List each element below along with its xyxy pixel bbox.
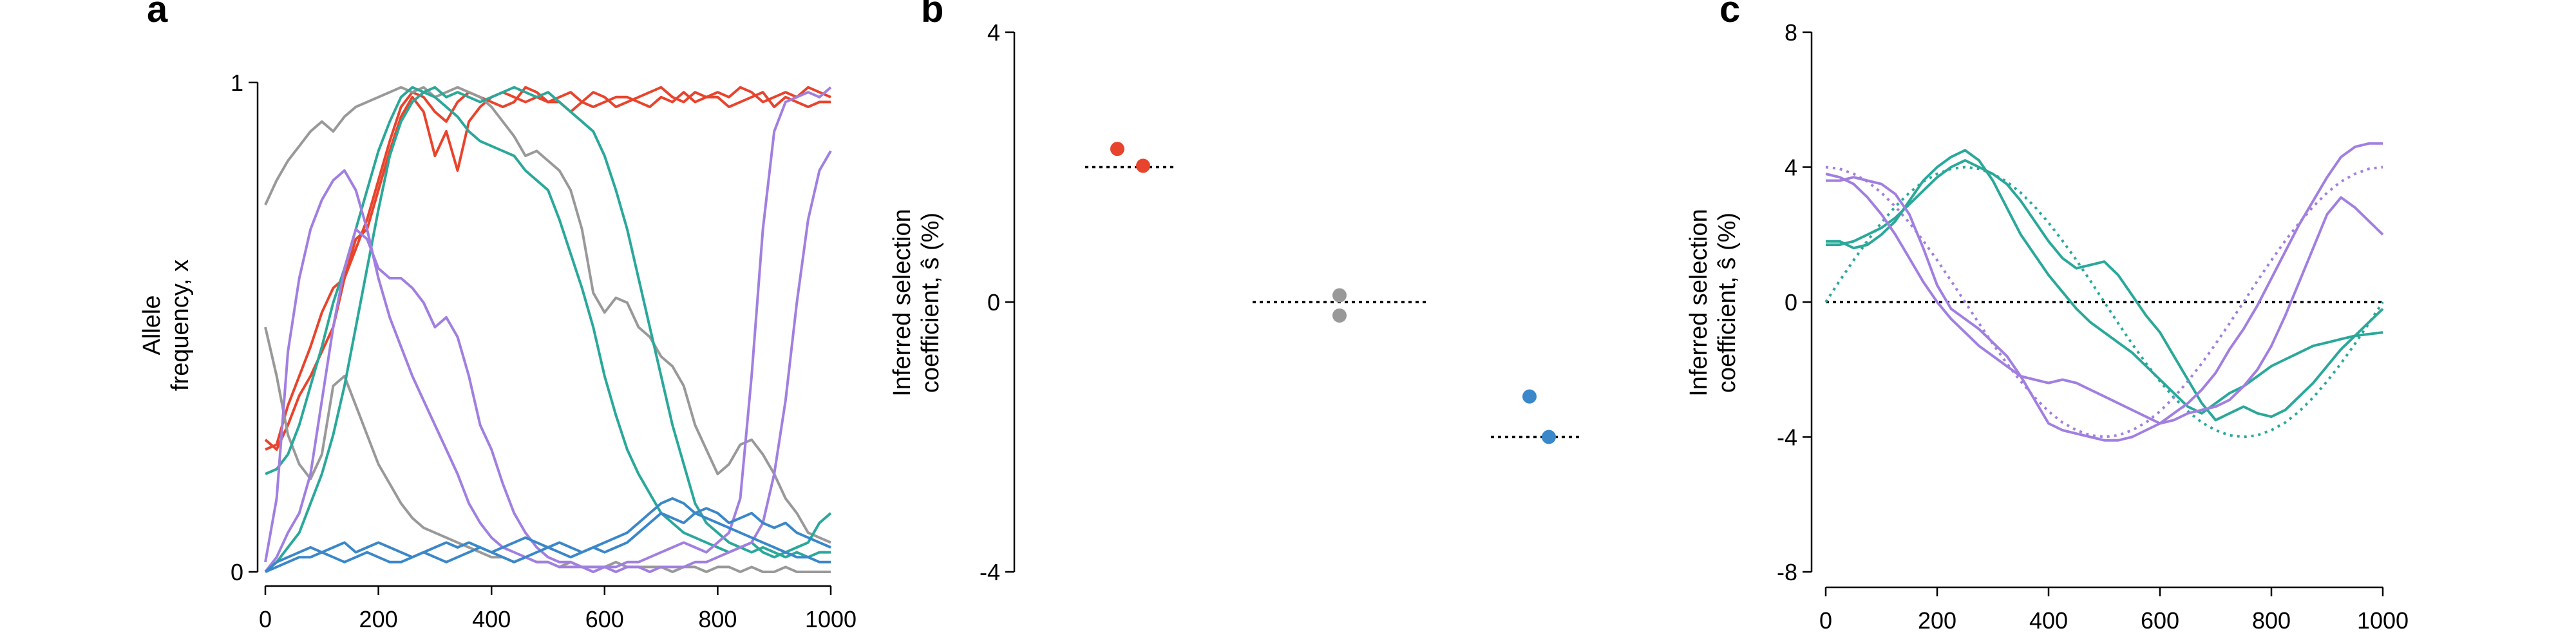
panel-a-ylabel-line1: Allele	[138, 296, 166, 355]
panel-b-letter: b	[921, 0, 943, 30]
panel-c-y-tick-label: 0	[1785, 289, 1797, 316]
panel-c-inferred-curve	[1826, 149, 2383, 415]
panel-c-ylabel-line2: coefficient, ŝ (%)	[1714, 213, 1741, 393]
panel-a-series-line	[264, 86, 832, 573]
panel-c-x-tick-label: 400	[2029, 607, 2068, 634]
panel-c-x-tick-label: 600	[2141, 607, 2179, 634]
panel-a-x-tick-label: 400	[472, 606, 511, 632]
panel-c-y-tick-label: 4	[1785, 155, 1797, 181]
panel-c-inferred-curve	[1825, 173, 2384, 425]
panel-b-axes: -4 0 4	[980, 19, 1016, 585]
panel-b-point	[1332, 288, 1347, 303]
panel-b-point	[1522, 389, 1537, 404]
panel-b-ylabel-line1: Inferred selection	[889, 209, 916, 397]
panel-a-x-tick-label: 1000	[805, 606, 857, 632]
panel-c-axes: -8 -4 0 4 8 0 200 400 600 800 1000	[1777, 19, 2409, 634]
panel-c-ylabel-line1: Inferred selection	[1685, 209, 1712, 397]
panel-a-series-line	[265, 86, 831, 451]
panel-b-point	[1110, 142, 1124, 156]
panel-a-y-tick-label: 1	[231, 70, 243, 96]
panel-a: a Allele frequency, x 0 1 0 200 400 600 800 100…	[138, 0, 857, 632]
panel-a-x-tick-label: 600	[585, 606, 624, 632]
panel-c-x-tick-label: 0	[1819, 607, 1832, 634]
panel-c-inferred-curve	[1826, 159, 2384, 422]
panel-c-y-tick-label: -8	[1777, 559, 1797, 585]
panel-b-y-tick-label: -4	[980, 559, 1000, 585]
panel-a-series-line	[264, 86, 831, 544]
panel-b-marks	[1085, 142, 1581, 444]
panel-a-letter: a	[147, 0, 168, 30]
panel-a-series-line	[264, 150, 832, 573]
panel-b-y-tick-label: 0	[987, 289, 1000, 316]
panel-b-ylabel-line2: coefficient, ŝ (%)	[917, 213, 944, 393]
panel-c-true-curve	[1824, 166, 2384, 439]
panel-c-letter: c	[1719, 0, 1740, 30]
panel-a-ylabel-line2-text: frequency, x	[167, 260, 194, 391]
panel-a-y-tick-label: 0	[231, 559, 243, 585]
panel-b-point	[1542, 430, 1556, 444]
panel-b: b Inferred selection coefficient, ŝ (%) …	[889, 0, 1581, 585]
panel-a-x-tick-label: 0	[259, 606, 272, 632]
panel-a-series-line	[265, 86, 831, 559]
panel-c-inferred-curve	[1826, 142, 2383, 442]
panel-a-x-tick-label: 800	[698, 606, 737, 632]
panel-a-ylabel-line2: frequency, x	[167, 260, 194, 391]
panel-c-x-tick-label: 1000	[2357, 607, 2409, 634]
panel-c: c Inferred selection coefficient, ŝ (%) …	[1685, 0, 2409, 634]
panel-b-point	[1136, 158, 1150, 173]
panel-c-y-tick-label: 8	[1785, 19, 1797, 46]
panel-a-x-tick-label: 200	[359, 606, 398, 632]
panel-c-lines	[1824, 142, 2384, 442]
panel-a-axes: 0 1 0 200 400 600 800 1000	[231, 70, 857, 632]
panel-a-lines	[264, 86, 832, 573]
panel-c-x-tick-label: 200	[1918, 607, 1956, 634]
panel-a-series-line	[265, 497, 831, 573]
panel-b-point	[1332, 308, 1347, 323]
panel-a-series-line	[264, 91, 832, 573]
panel-c-x-tick-label: 800	[2252, 607, 2291, 634]
panel-b-y-tick-label: 4	[987, 19, 1000, 46]
panel-a-series-line	[264, 91, 831, 451]
panel-c-y-tick-label: -4	[1777, 424, 1797, 451]
